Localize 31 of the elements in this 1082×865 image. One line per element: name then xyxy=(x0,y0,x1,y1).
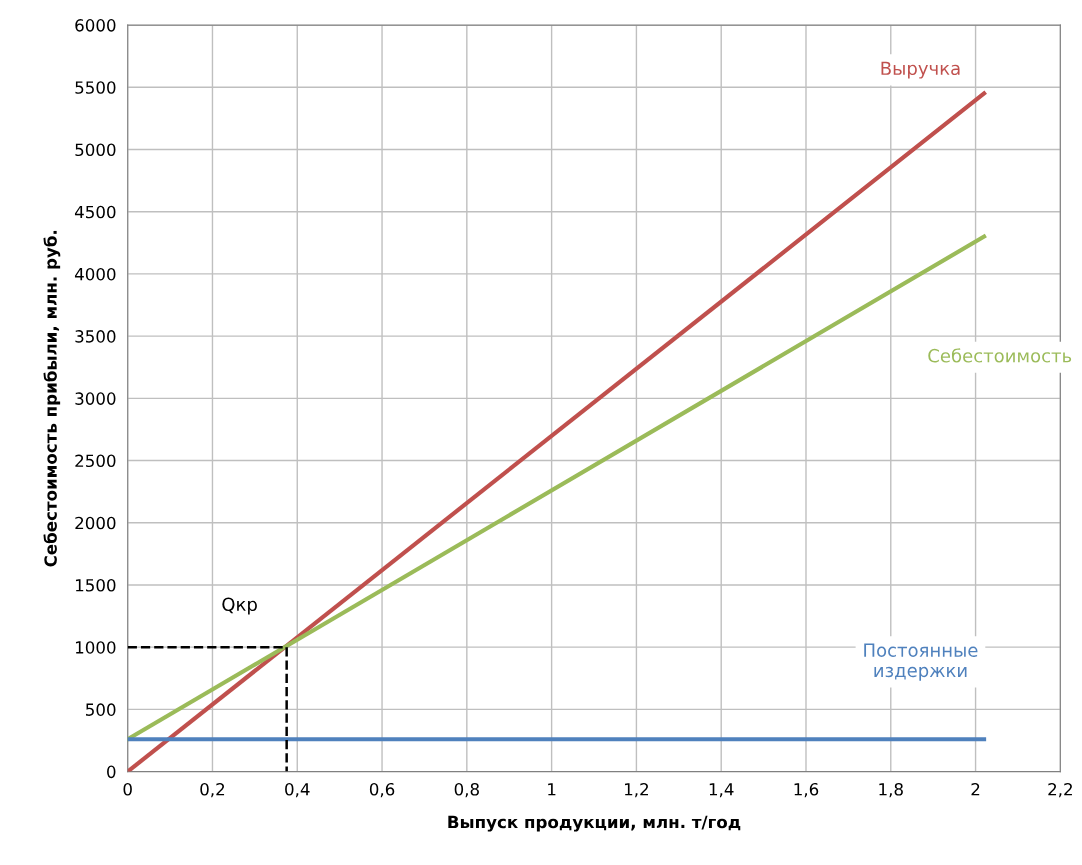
y-tick-label: 1500 xyxy=(75,578,116,592)
y-tick-label: 0 xyxy=(107,765,116,779)
x-tick-label: 2 xyxy=(971,782,980,796)
x-axis-title: Выпуск продукции, млн. т/год xyxy=(448,815,741,832)
y-tick-label: 3500 xyxy=(75,330,116,343)
x-tick-label: 0 xyxy=(123,782,132,796)
x-tick-label: 1,4 xyxy=(709,783,734,798)
x-tick-label: 0,4 xyxy=(285,782,310,798)
x-tick-label: 1,2 xyxy=(624,782,648,798)
y-tick-label: 2500 xyxy=(75,454,116,468)
y-tick-label: 1000 xyxy=(75,641,116,654)
x-tick-label: 2,2 xyxy=(1048,782,1072,798)
x-tick-label: 1,6 xyxy=(794,782,819,798)
y-tick-label: 4500 xyxy=(74,205,116,219)
x-tick-label: 1 xyxy=(548,783,556,796)
y-axis-title: Себестоимость прибыли, млн. руб. xyxy=(43,230,61,567)
x-tick-label: 0,6 xyxy=(369,782,395,798)
text: Себестоимость xyxy=(928,348,1072,363)
series-label: Выручка xyxy=(881,61,960,79)
y-tick-label: 3000 xyxy=(75,392,116,405)
y-tick-label: 2000 xyxy=(75,516,116,530)
y-tick-label: 5000 xyxy=(75,143,116,157)
y-tick-label: 500 xyxy=(86,703,116,716)
y-tick-label: 4000 xyxy=(74,267,116,281)
annotation: Qкр xyxy=(222,597,257,615)
y-tick-label: 6000 xyxy=(75,19,116,32)
text: Постоянные издержки xyxy=(864,643,978,681)
y-tick-label: 5500 xyxy=(75,81,116,94)
x-tick-label: 0,8 xyxy=(454,782,479,798)
x-tick-label: 0,2 xyxy=(200,782,225,798)
x-tick-label: 1,8 xyxy=(879,782,903,798)
